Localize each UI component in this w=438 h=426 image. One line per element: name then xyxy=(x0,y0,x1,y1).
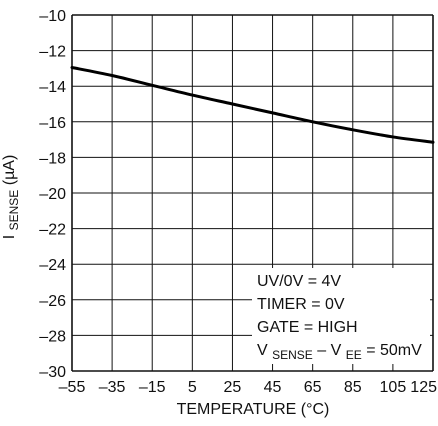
annotation-uv: UV/0V = 4V xyxy=(257,273,341,290)
y-tick-label: –14 xyxy=(39,79,66,96)
y-axis-title-main: I xyxy=(1,235,18,239)
y-tick-label: –30 xyxy=(39,364,66,381)
annotation-gate: GATE = HIGH xyxy=(257,319,358,336)
y-tick-label: –26 xyxy=(39,293,66,310)
y-tick-label: –16 xyxy=(39,115,66,132)
y-axis-title-unit: (µA) xyxy=(1,155,18,186)
x-tick-labels: –55 –35 –15 5 25 45 65 85 105 125 xyxy=(59,379,437,396)
annotation-timer: TIMER = 0V xyxy=(257,296,345,313)
annotation-ee-sub: EE xyxy=(346,348,362,362)
annotation-mid: – V xyxy=(317,342,341,359)
x-tick-label: –55 xyxy=(59,379,86,396)
series-layer xyxy=(70,66,435,144)
grid xyxy=(71,14,434,372)
series-line xyxy=(70,66,435,144)
annotation-box: UV/0V = 4V TIMER = 0V GATE = HIGH V SENS… xyxy=(252,268,430,364)
y-tick-labels: –10 –12 –14 –16 –18 –20 –22 –24 –26 –28 –30 xyxy=(39,8,66,381)
y-tick-label: –12 xyxy=(39,44,66,61)
x-tick-label: 5 xyxy=(188,379,197,396)
y-tick-label: –20 xyxy=(39,186,66,203)
x-tick-label: 125 xyxy=(410,379,437,396)
x-tick-label: 25 xyxy=(224,379,242,396)
x-tick-label: 45 xyxy=(264,379,282,396)
x-axis-title: TEMPERATURE (°C) xyxy=(177,401,330,418)
y-tick-label: –24 xyxy=(39,257,66,274)
y-axis-title: I SENSE (µA) xyxy=(1,155,22,240)
y-axis-title-sub: SENSE xyxy=(7,190,21,231)
y-tick-label: –10 xyxy=(39,8,66,25)
y-tick-label: –28 xyxy=(39,328,66,345)
annotation-v: V xyxy=(257,342,268,359)
x-tick-label: 105 xyxy=(380,379,407,396)
annotation-background xyxy=(252,268,430,364)
y-tick-label: –22 xyxy=(39,222,66,239)
x-tick-label: 65 xyxy=(304,379,322,396)
annotation-tail: = 50mV xyxy=(366,342,422,359)
y-tick-label: –18 xyxy=(39,150,66,167)
annotation-sense-sub: SENSE xyxy=(272,348,313,362)
x-tick-label: 85 xyxy=(344,379,362,396)
x-tick-label: –15 xyxy=(139,379,166,396)
x-tick-label: –35 xyxy=(99,379,126,396)
annotation-vsense: V SENSE – V EE = 50mV xyxy=(257,342,422,363)
